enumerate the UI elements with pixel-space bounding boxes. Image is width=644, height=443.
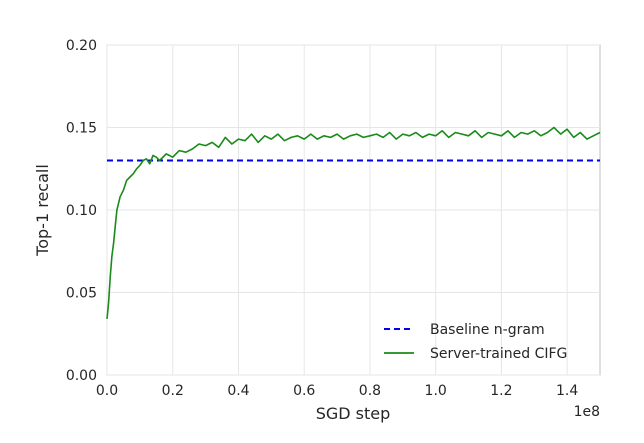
y-gridlines [107,44,600,376]
series-layer [106,126,601,319]
y-tick-label: 0.15 [66,121,97,137]
y-axis-label: Top-1 recall [33,164,52,257]
x-tick-label: 1.4 [556,383,578,399]
legend: Baseline n-gram Server-trained CIFG [384,322,567,362]
legend-label-cifg: Server-trained CIFG [430,346,567,362]
x-tick-label: 0.6 [293,383,315,399]
y-tick-labels: 0.00 0.05 0.10 0.15 0.20 [66,38,97,384]
x-tick-label: 0.2 [162,383,184,399]
y-tick-label: 0.20 [66,38,97,54]
x-tick-labels: 0.0 0.2 0.4 0.6 0.8 1.0 1.2 1.4 [96,383,578,399]
x-tick-label: 1.2 [490,383,512,399]
legend-label-baseline: Baseline n-gram [430,322,545,338]
x-tick-label: 1.0 [425,383,447,399]
y-tick-label: 0.10 [66,203,97,219]
y-tick-label: 0.00 [66,368,97,384]
y-tick-label: 0.05 [66,286,97,302]
x-tick-label: 0.8 [359,383,381,399]
x-tick-label: 0.4 [227,383,249,399]
x-tick-label: 0.0 [96,383,118,399]
x-axis-offset-label: 1e8 [574,404,600,420]
cifg-line [106,126,601,319]
x-axis-label: SGD step [316,404,391,423]
